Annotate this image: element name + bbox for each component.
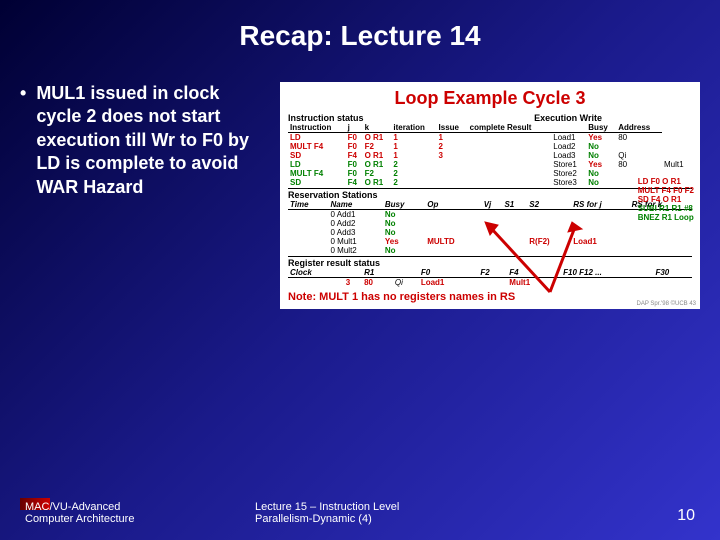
instruction-table: Instruction j k iteration Issue complete…	[288, 123, 692, 187]
bullet-item: • MUL1 issued in clock cycle 2 does not …	[20, 82, 265, 199]
section-header-1: Instruction status Execution Write	[288, 113, 692, 123]
figure-panel: Loop Example Cycle 3 Instruction status …	[280, 82, 700, 309]
bullet-text: MUL1 issued in clock cycle 2 does not st…	[36, 82, 265, 199]
slide-title: Recap: Lecture 14	[0, 0, 720, 52]
rs-header-row: Time Name Busy Op Vj S1 S2 RS for j RS f…	[288, 200, 692, 210]
bullet-dot: •	[20, 82, 26, 199]
content-area: • MUL1 issued in clock cycle 2 does not …	[0, 52, 720, 309]
instr-row: MULT F4F0F212Load2No	[288, 142, 692, 151]
arrow-annotation	[480, 217, 620, 297]
instr-header-row: Instruction j k iteration Issue complete…	[288, 123, 692, 133]
figure-title: Loop Example Cycle 3	[288, 88, 692, 109]
footer-left: MAC/VU-Advanced Computer Architecture	[25, 501, 225, 525]
rs-label: Reservation Stations	[288, 190, 692, 200]
instr-row: SDF4O R12Store3No	[288, 178, 692, 187]
instr-status-label: Instruction status	[288, 113, 364, 123]
instr-row: LDF0O R12Store1Yes80Mult1	[288, 160, 692, 169]
instr-row: SDF4O R113Load3NoQi	[288, 151, 692, 160]
footer: MAC/VU-Advanced Computer Architecture Le…	[0, 501, 720, 525]
left-panel: • MUL1 issued in clock cycle 2 does not …	[20, 82, 280, 309]
instr-row: LDF0O R111Load1Yes80	[288, 133, 692, 143]
instr-row: MULT F4F0F22Store2No	[288, 169, 692, 178]
figure-credit: DAP Spr.'98 ©UCB 43	[637, 301, 696, 307]
page-number: 10	[677, 507, 695, 525]
footer-center: Lecture 15 – Instruction Level Paralleli…	[225, 501, 677, 525]
exec-write-label: Execution Write	[534, 113, 602, 123]
code-block: LD F0 O R1MULT F4 F0 F2SD F4 O R1SUBI R1…	[638, 177, 694, 222]
